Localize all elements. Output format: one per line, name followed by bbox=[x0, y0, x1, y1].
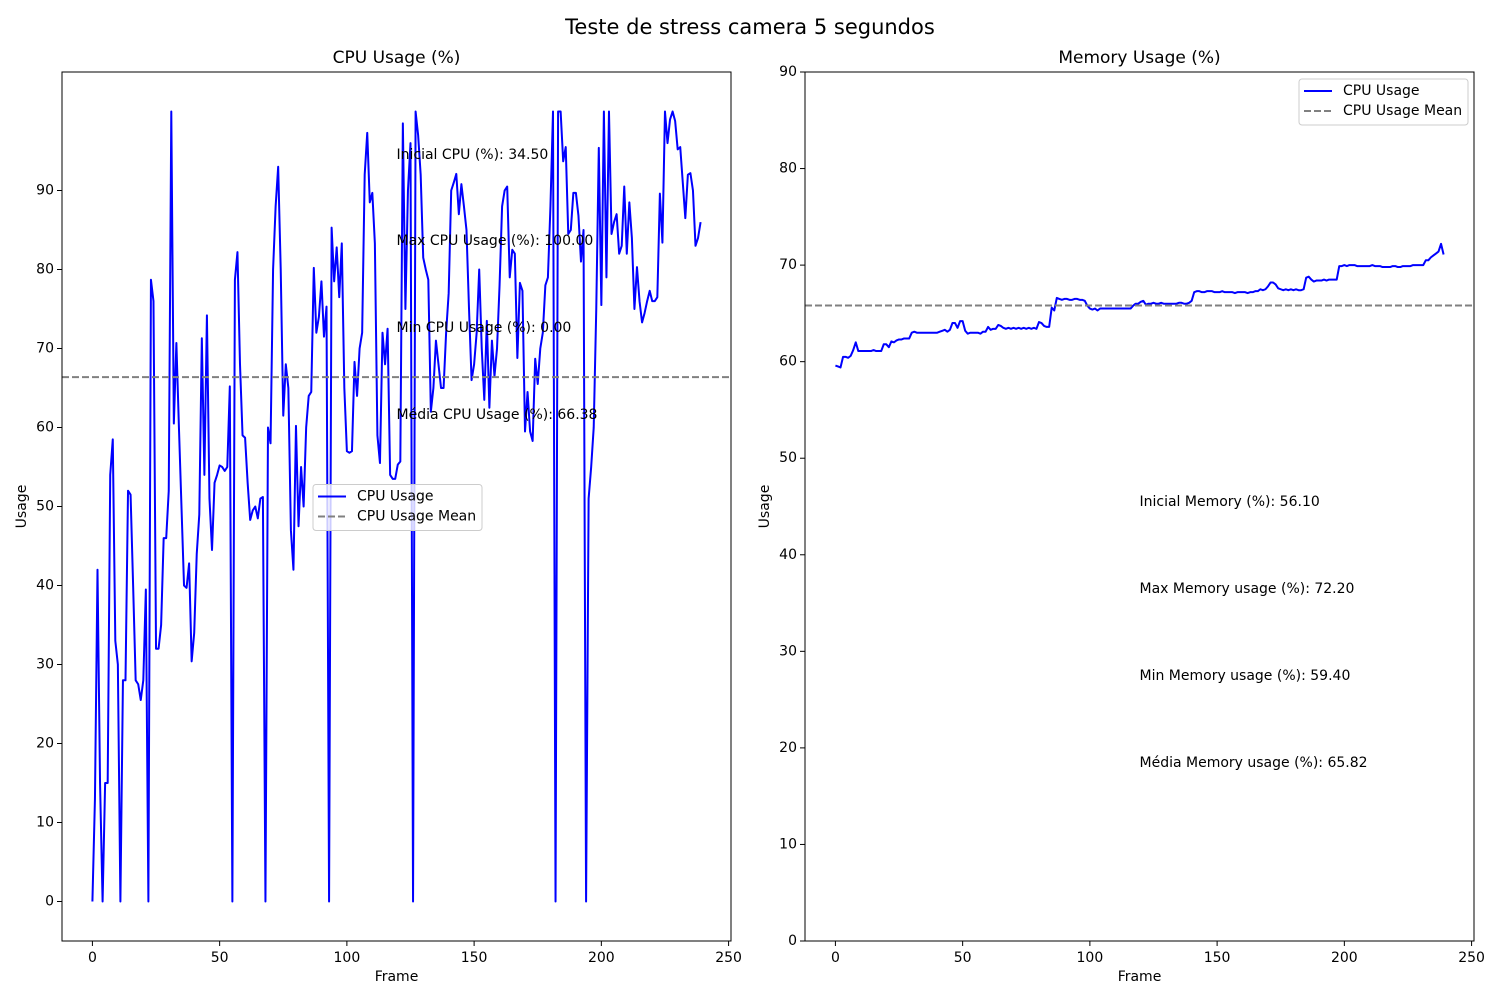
x-tick-label: 50 bbox=[211, 950, 229, 966]
x-tick-label: 100 bbox=[1077, 950, 1104, 966]
axes: CPU Usage (%) Frame Usage 0 50 100 150 200 250 0 1… bbox=[14, 48, 742, 985]
x-tick-label: 150 bbox=[461, 950, 488, 966]
annotation: Max Memory usage (%): 72.20 bbox=[1140, 581, 1355, 597]
x-tick-label: 250 bbox=[1458, 950, 1485, 966]
y-tick-label: 50 bbox=[36, 499, 54, 515]
y-tick-label: 10 bbox=[779, 836, 797, 852]
axes-frame bbox=[61, 71, 732, 942]
y-tick-label: 70 bbox=[779, 257, 797, 273]
x-tick-label: 250 bbox=[715, 950, 742, 966]
x-tick-label: 200 bbox=[588, 950, 615, 966]
y-tick-label: 60 bbox=[779, 354, 797, 370]
x-axis-label: Frame bbox=[1118, 969, 1162, 985]
figure-title: Teste de stress camera 5 segundos bbox=[564, 15, 935, 39]
legend-label: CPU Usage bbox=[1343, 83, 1420, 99]
x-tick-label: 200 bbox=[1331, 950, 1358, 966]
y-tick-label: 0 bbox=[45, 894, 54, 910]
y-axis-label: Usage bbox=[757, 485, 773, 529]
y-tick-label: 20 bbox=[779, 740, 797, 756]
y-tick-label: 50 bbox=[779, 450, 797, 466]
axes-frame bbox=[804, 71, 1475, 942]
legend-label: CPU Usage bbox=[357, 489, 434, 505]
annotation: Max CPU Usage (%): 100.00 bbox=[397, 233, 594, 249]
x-axis-label: Frame bbox=[375, 969, 419, 985]
y-tick-label: 20 bbox=[36, 736, 54, 752]
y-tick-label: 30 bbox=[779, 643, 797, 659]
x-tick-label: 100 bbox=[334, 950, 361, 966]
x-tick-label: 0 bbox=[831, 950, 840, 966]
annotation: Min CPU Usage (%): 0.00 bbox=[397, 320, 572, 336]
y-tick-label: 10 bbox=[36, 815, 54, 831]
y-tick-label: 70 bbox=[36, 341, 54, 357]
y-tick-label: 40 bbox=[36, 578, 54, 594]
y-axis-label: Usage bbox=[14, 485, 30, 529]
y-tick-label: 0 bbox=[788, 933, 797, 949]
annotation: Inicial CPU (%): 34.50 bbox=[397, 147, 549, 163]
y-tick-label: 80 bbox=[36, 262, 54, 278]
legend-box bbox=[312, 484, 483, 531]
legend-box bbox=[1298, 78, 1469, 126]
y-tick-label: 30 bbox=[36, 657, 54, 673]
data-line bbox=[91, 110, 702, 903]
x-tick-label: 50 bbox=[954, 950, 972, 966]
annotation: Média CPU Usage (%): 66.38 bbox=[397, 407, 598, 423]
y-tick-label: 40 bbox=[779, 547, 797, 563]
axes-title: Memory Usage (%) bbox=[1058, 48, 1220, 68]
x-tick-label: 0 bbox=[88, 950, 97, 966]
annotation: Min Memory usage (%): 59.40 bbox=[1140, 668, 1351, 684]
legend-label: CPU Usage Mean bbox=[1343, 103, 1462, 119]
annotation: Inicial Memory (%): 56.10 bbox=[1140, 494, 1320, 510]
legend-label: CPU Usage Mean bbox=[357, 509, 476, 525]
y-tick-label: 90 bbox=[779, 64, 797, 80]
y-tick-label: 60 bbox=[36, 420, 54, 436]
axes-title: CPU Usage (%) bbox=[333, 48, 461, 68]
x-tick-label: 150 bbox=[1204, 950, 1231, 966]
y-tick-label: 90 bbox=[36, 183, 54, 199]
data-line bbox=[835, 242, 1445, 369]
annotation: Média Memory usage (%): 65.82 bbox=[1140, 755, 1368, 771]
y-tick-label: 80 bbox=[779, 161, 797, 177]
